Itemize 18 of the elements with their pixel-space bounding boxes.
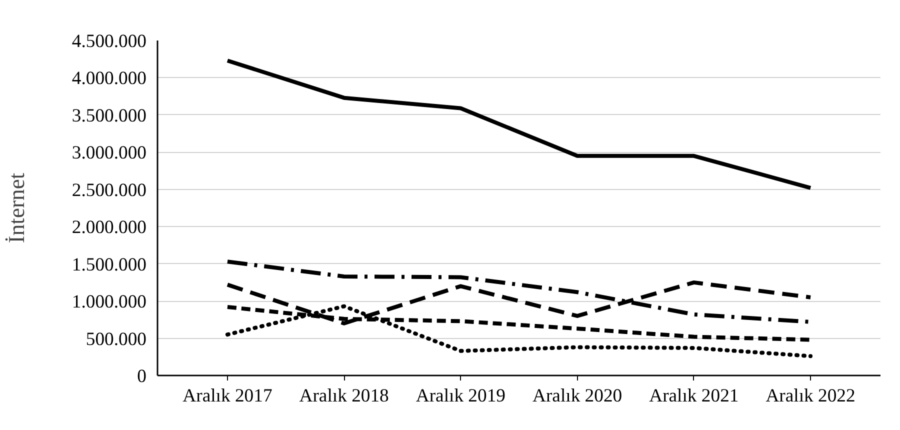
- y-tick-label: 3.000.000: [72, 142, 146, 164]
- y-tick-label: 2.000.000: [72, 217, 146, 238]
- y-tick-label: 0: [137, 366, 146, 387]
- y-tick-label: 2.500.000: [72, 180, 146, 201]
- y-tick-label: 3.500.000: [72, 105, 146, 126]
- x-tick-label: Aralık 2020: [532, 386, 622, 406]
- y-axis-title: İnternet: [4, 172, 29, 244]
- y-tick-label: 1.000.000: [72, 292, 146, 313]
- x-tick-label: Aralık 2021: [649, 386, 739, 406]
- x-tick-label: Aralık 2018: [299, 386, 389, 406]
- x-tick-label: Aralık 2017: [182, 386, 272, 406]
- x-tick-label: Aralık 2022: [766, 386, 856, 406]
- y-tick-label: 500.000: [86, 328, 147, 350]
- y-tick-label: 4.500.000: [72, 31, 146, 52]
- y-tick-label: 1.500.000: [72, 254, 146, 276]
- x-tick-label: Aralık 2019: [416, 386, 506, 406]
- y-tick-label: 4.000.000: [72, 68, 146, 90]
- line-series: [225, 58, 813, 190]
